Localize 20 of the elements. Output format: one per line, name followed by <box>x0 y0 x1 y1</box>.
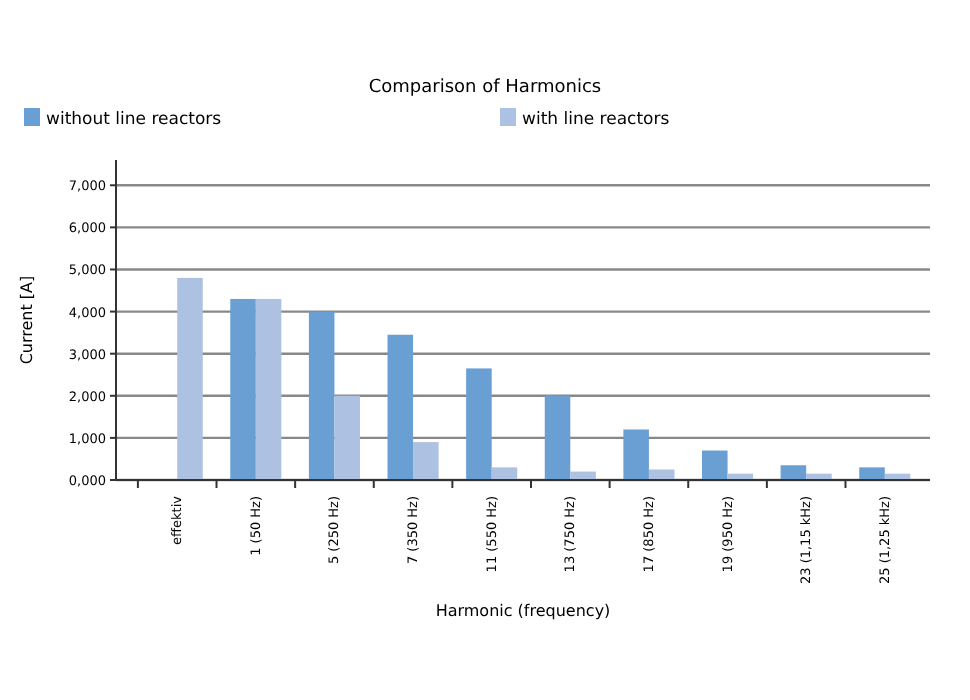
bar <box>413 442 439 480</box>
x-axis-title: Harmonic (frequency) <box>435 602 611 620</box>
bar <box>255 298 282 480</box>
bar <box>308 311 335 480</box>
bar <box>702 450 728 480</box>
legend-label: with line reactors <box>522 110 671 130</box>
bar <box>387 334 414 480</box>
chart-title: Comparison of Harmonics <box>368 78 602 98</box>
y-axis-title: Current [A] <box>18 275 36 365</box>
bar <box>859 467 885 480</box>
bar <box>623 429 649 480</box>
legend-label: without line reactors <box>46 110 223 130</box>
bar <box>544 395 571 480</box>
bar <box>466 368 492 480</box>
bar <box>491 467 518 480</box>
bar <box>334 395 360 480</box>
bar <box>177 277 203 480</box>
bar <box>648 469 675 480</box>
bar <box>780 465 807 480</box>
bar <box>230 298 256 480</box>
